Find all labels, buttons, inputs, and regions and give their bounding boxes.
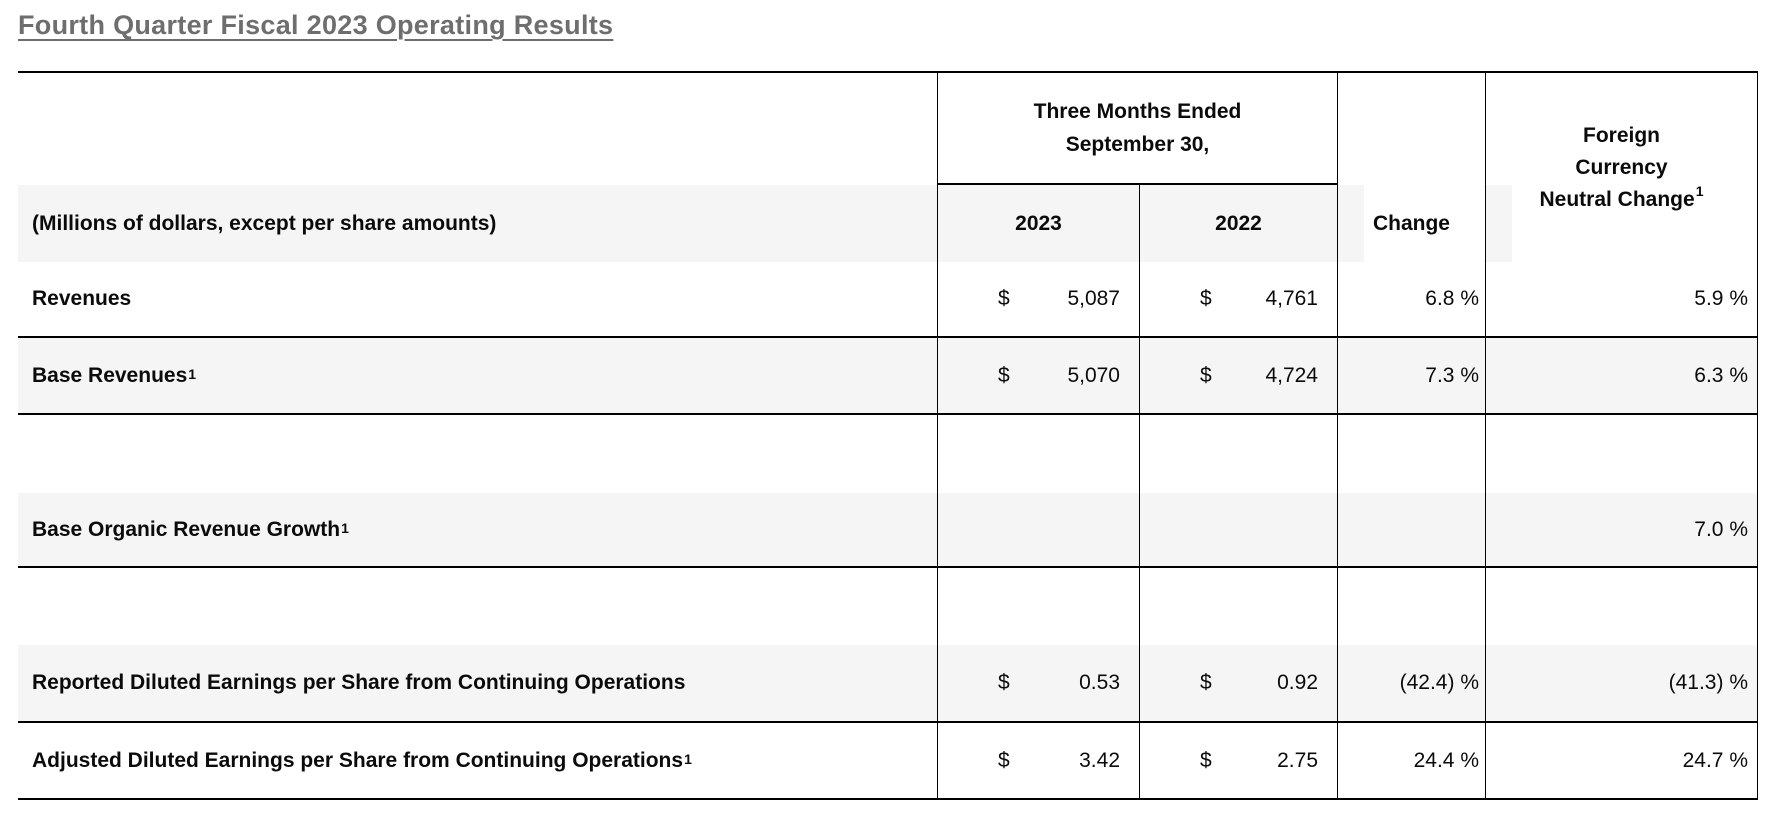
row-label: Reported Diluted Earnings per Share from… [32, 671, 686, 694]
empty-cell [1139, 415, 1337, 493]
value-2023: $3.42 [937, 723, 1139, 798]
header-change-column: Change [1337, 73, 1485, 262]
empty-cell [18, 415, 937, 493]
table-row: Adjusted Diluted Earnings per Share from… [18, 723, 1758, 800]
row-label: Base Revenues 1 [32, 363, 197, 387]
empty-cell [1485, 415, 1758, 493]
table-row: Revenues $5,087 $4,761 6.8 % 5.9 % [18, 262, 1758, 338]
header-year-2022: 2022 [1139, 185, 1337, 262]
value-fcnc: 5.9 % [1485, 262, 1758, 336]
period-line1: Three Months Ended [1033, 100, 1242, 123]
period-line2: September 30, [1065, 133, 1210, 156]
value-2023: $5,070 [937, 338, 1139, 413]
empty-cell [1337, 568, 1485, 645]
table-header: Three Months Ended September 30, Change … [18, 73, 1758, 262]
page-title: Fourth Quarter Fiscal 2023 Operating Res… [18, 10, 614, 40]
spacer-row [18, 568, 1758, 645]
value-change: 24.4 % [1337, 723, 1485, 798]
value-2022: $0.92 [1139, 645, 1337, 721]
header-period-span: Three Months Ended September 30, [937, 73, 1337, 185]
currency-symbol: $ [1200, 671, 1212, 694]
row-label: Revenues [32, 287, 132, 310]
empty-cell [1485, 568, 1758, 645]
empty-cell [18, 568, 937, 645]
value-2023: $0.53 [937, 645, 1139, 721]
value-fcnc: 6.3 % [1485, 338, 1758, 413]
value-fcnc: (41.3) % [1485, 645, 1758, 721]
value-2022: $4,761 [1139, 262, 1337, 336]
value-change: 7.3 % [1337, 338, 1485, 413]
spacer-row [18, 415, 1758, 493]
currency-symbol: $ [1200, 748, 1212, 772]
currency-symbol: $ [1200, 287, 1212, 310]
table-row: Reported Diluted Earnings per Share from… [18, 645, 1758, 723]
value-change: (42.4) % [1337, 645, 1485, 721]
row-label: Adjusted Diluted Earnings per Share from… [32, 748, 692, 772]
fcnc-line1: Foreign [1583, 123, 1660, 147]
fcnc-line2: Currency [1575, 155, 1668, 179]
value-change [1337, 493, 1485, 566]
empty-cell [1139, 568, 1337, 645]
currency-symbol: $ [998, 363, 1010, 387]
header-shading-sliver [1338, 185, 1364, 262]
value-2023 [937, 493, 1139, 566]
header-fcnc-column: Foreign Currency Neutral Change1 [1485, 73, 1758, 262]
value-fcnc: 24.7 % [1485, 723, 1758, 798]
operating-results-table: Three Months Ended September 30, Change … [18, 71, 1758, 800]
value-2022 [1139, 493, 1337, 566]
value-2023: $5,087 [937, 262, 1139, 336]
currency-symbol: $ [998, 748, 1010, 772]
row-label: Base Organic Revenue Growth 1 [32, 517, 349, 541]
empty-cell [937, 568, 1139, 645]
empty-cell [1337, 415, 1485, 493]
header-measure-label: (Millions of dollars, except per share a… [18, 185, 937, 262]
currency-symbol: $ [1200, 363, 1212, 387]
table-row: Base Revenues 1 $5,070 $4,724 7.3 % 6.3 % [18, 338, 1758, 415]
empty-cell [937, 415, 1139, 493]
currency-symbol: $ [998, 671, 1010, 694]
header-shading-sliver [1486, 185, 1512, 262]
fcnc-line3: Neutral Change1 [1539, 182, 1704, 211]
value-fcnc: 7.0 % [1485, 493, 1758, 566]
currency-symbol: $ [998, 287, 1010, 310]
value-change: 6.8 % [1337, 262, 1485, 336]
table-row: Base Organic Revenue Growth 1 7.0 % [18, 493, 1758, 568]
change-column-label: Change [1372, 212, 1450, 235]
footnote-marker: 1 [1695, 182, 1704, 199]
value-2022: $4,724 [1139, 338, 1337, 413]
header-year-2023: 2023 [937, 185, 1139, 262]
value-2022: $2.75 [1139, 723, 1337, 798]
header-empty-cell [18, 73, 937, 185]
